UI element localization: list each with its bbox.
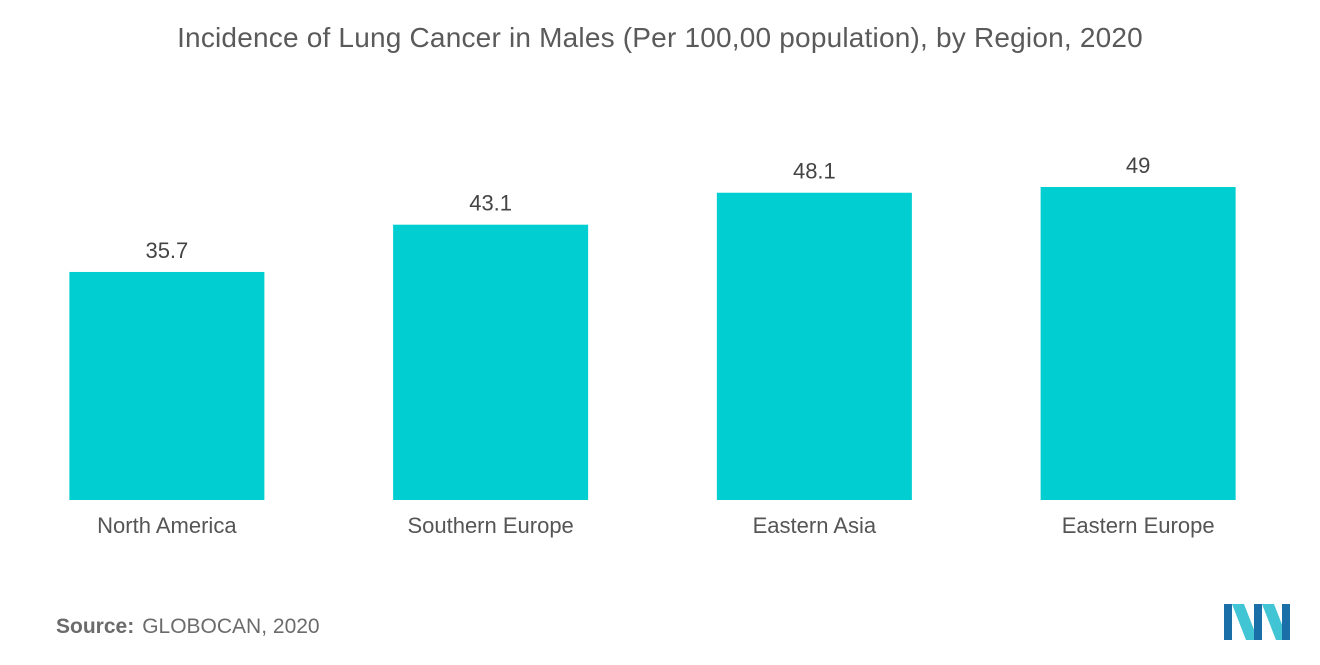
category-labels-layer: North America Southern Europe Eastern Asia… xyxy=(97,513,1214,538)
mordor-intelligence-logo-icon xyxy=(1224,604,1290,640)
chart-title: Incidence of Lung Cancer in Males (Per 1… xyxy=(177,22,1143,53)
logo-shape-right xyxy=(1282,604,1290,640)
value-label: 43.1 xyxy=(469,191,512,216)
value-label: 48.1 xyxy=(793,159,836,184)
category-label: Eastern Asia xyxy=(753,513,877,538)
value-label: 49 xyxy=(1126,153,1150,178)
value-label: 35.7 xyxy=(145,238,188,263)
category-label: North America xyxy=(97,513,237,538)
category-label: Eastern Europe xyxy=(1062,513,1215,538)
logo-shape-middle xyxy=(1254,604,1262,640)
value-labels-layer: 35.7 43.1 48.1 49 xyxy=(145,153,1150,263)
category-label: Southern Europe xyxy=(407,513,573,538)
logo-shape-left xyxy=(1224,604,1232,640)
logo-shape-diagonal-1 xyxy=(1232,604,1258,640)
source-text: GLOBOCAN, 2020 xyxy=(142,615,320,638)
bar-chart: 35.7 43.1 48.1 49 North America Southern Eur… xyxy=(69,153,1236,538)
source-label: Source: xyxy=(56,615,135,638)
bar-eastern-asia xyxy=(716,192,912,501)
bar-eastern-europe xyxy=(1040,187,1236,500)
bar-southern-europe xyxy=(393,224,589,501)
bars-layer xyxy=(69,187,1236,501)
source-note: Source: GLOBOCAN, 2020 xyxy=(56,615,320,639)
logo-shape-diagonal-2 xyxy=(1262,604,1288,640)
bar-north-america xyxy=(69,271,265,500)
